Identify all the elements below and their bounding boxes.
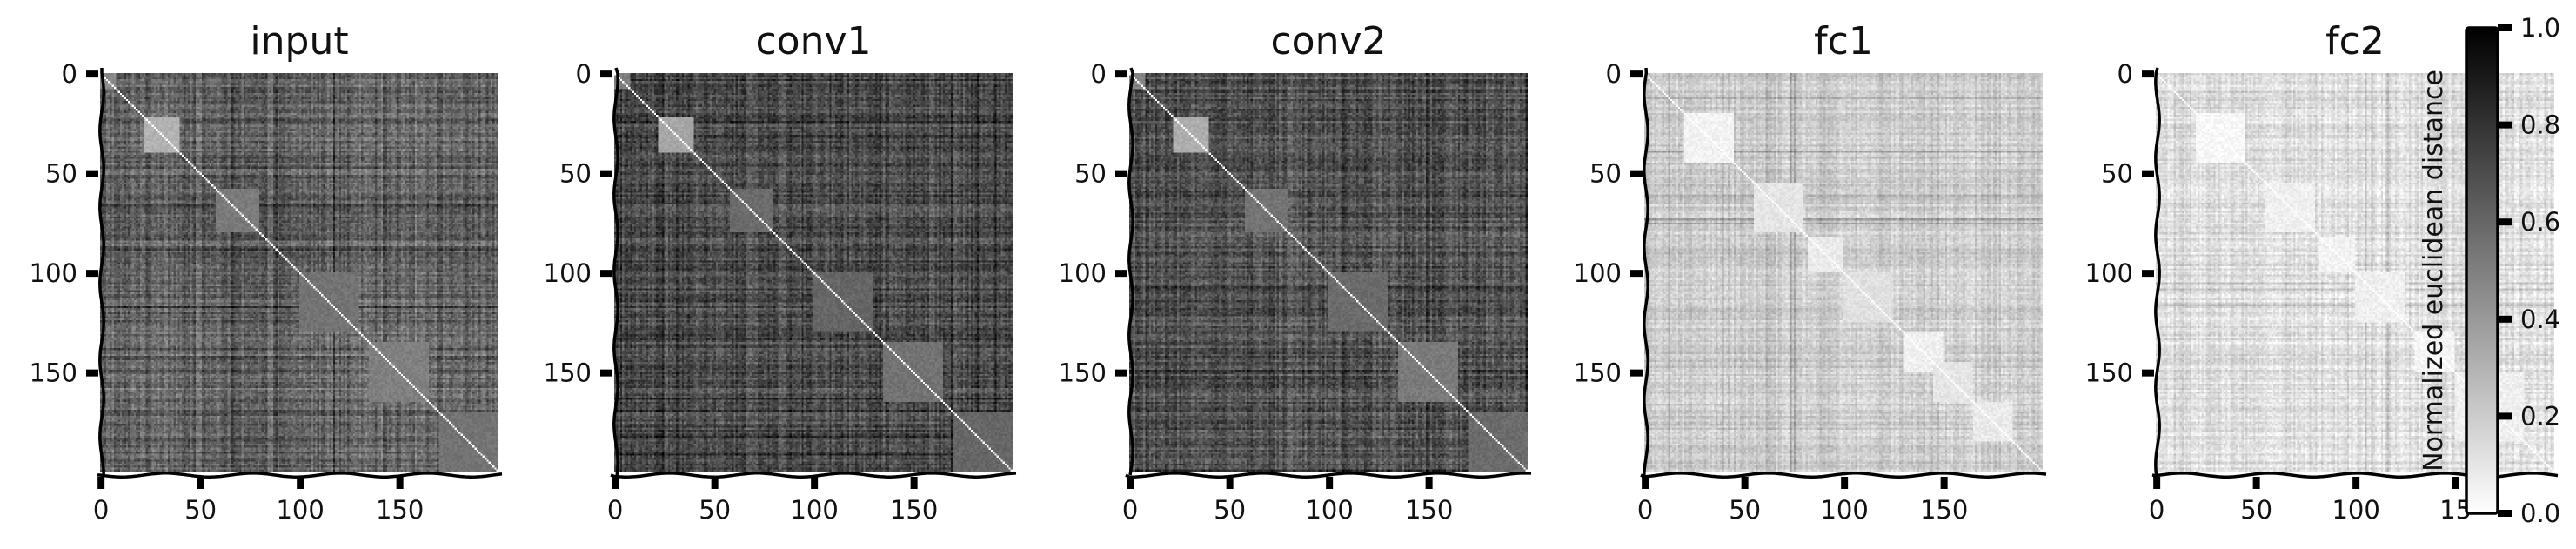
x-tick-label: 150 (376, 495, 424, 525)
y-tick-label: 50 (559, 159, 592, 189)
y-tick-label: 50 (1589, 159, 1622, 189)
y-tick-label: 0 (1606, 59, 1622, 89)
bottom-spine (97, 472, 503, 479)
y-tick-label: 100 (1574, 258, 1622, 288)
y-tick-label: 50 (2101, 159, 2133, 189)
colorbar-tick-label: 0.8 (2520, 110, 2560, 140)
colorbar-gradient (2465, 26, 2499, 515)
y-tick-label: 100 (30, 258, 77, 288)
x-tick-label: 50 (184, 495, 217, 525)
left-spine (612, 67, 619, 476)
colorbar-tick-label: 1.0 (2520, 13, 2560, 43)
x-tick-label: 100 (276, 495, 324, 525)
x-tick-label: 0 (93, 495, 109, 525)
y-tick-label: 0 (576, 59, 592, 89)
y-tick-label: 0 (2118, 59, 2133, 89)
y-tick-label: 150 (2085, 358, 2133, 388)
y-tick-label: 100 (1059, 258, 1107, 288)
panel-title: fc1 (1814, 19, 1873, 64)
panel-title: conv2 (1270, 19, 1386, 64)
x-tick-label: 150 (1405, 495, 1453, 525)
panel-title: input (250, 19, 348, 64)
heatmap-matrix (1129, 73, 1528, 472)
x-tick-label: 0 (2149, 495, 2165, 525)
colorbar-tick-label: 0.2 (2520, 401, 2560, 431)
y-tick-label: 150 (30, 358, 77, 388)
y-tick-label: 150 (1574, 358, 1622, 388)
x-tick-label: 50 (1214, 495, 1246, 525)
left-spine (2154, 67, 2161, 476)
panel-title: fc2 (2325, 19, 2385, 64)
y-tick-label: 100 (2085, 258, 2133, 288)
y-tick-label: 150 (544, 358, 592, 388)
y-tick-label: 150 (1059, 358, 1107, 388)
x-tick-label: 100 (2332, 495, 2379, 525)
colorbar-tick-label: 0.4 (2520, 305, 2560, 334)
y-tick-label: 100 (544, 258, 592, 288)
panel-title: conv1 (755, 19, 871, 64)
panels-group: input 0 50 100 150 0 50 100 150 conv1 0 50 100 150 0 50… (30, 19, 2559, 525)
x-tick-label: 150 (1920, 495, 1968, 525)
heatmap-matrix (1644, 73, 2043, 472)
colorbar-tick-label: 0.0 (2520, 499, 2560, 528)
heatmap-matrix (100, 73, 498, 472)
x-tick-label: 0 (607, 495, 623, 525)
x-tick-label: 100 (1305, 495, 1353, 525)
colorbar-label: Normalized euclidean distance (2419, 70, 2449, 472)
y-tick-label: 50 (1074, 159, 1107, 189)
heatmap-panel-fc1: fc1 0 50 100 150 0 50 100 150 (1574, 19, 2047, 525)
colorbar-tick-label: 0.6 (2520, 207, 2560, 237)
left-spine (98, 68, 105, 476)
bottom-spine (610, 472, 1017, 479)
left-spine (1643, 67, 1649, 476)
y-tick-label: 0 (62, 59, 77, 89)
x-tick-label: 50 (2240, 495, 2272, 525)
x-tick-label: 100 (790, 495, 838, 525)
x-tick-label: 0 (1122, 495, 1138, 525)
left-spine (1127, 67, 1134, 476)
x-tick-label: 100 (1820, 495, 1868, 525)
heatmap-panel-conv1: conv1 0 50 100 150 0 50 100 150 (544, 19, 1017, 525)
heatmap-panel-input: input 0 50 100 150 0 50 100 150 (30, 19, 503, 525)
y-tick-label: 50 (45, 159, 77, 189)
heatmap-panel-conv2: conv2 0 50 100 150 0 50 100 150 (1059, 19, 1532, 525)
colorbar: 0.0 0.2 0.4 0.6 0.8 1.0 Normalized euclidean d… (2419, 13, 2560, 528)
bottom-spine (1640, 472, 2047, 479)
x-tick-label: 0 (1637, 495, 1653, 525)
x-tick-label: 50 (699, 495, 731, 525)
x-tick-label: 50 (1729, 495, 1761, 525)
bottom-spine (1125, 472, 1532, 479)
y-tick-label: 0 (1091, 59, 1107, 89)
x-tick-label: 150 (890, 495, 938, 525)
heatmap-matrix (614, 73, 1013, 472)
